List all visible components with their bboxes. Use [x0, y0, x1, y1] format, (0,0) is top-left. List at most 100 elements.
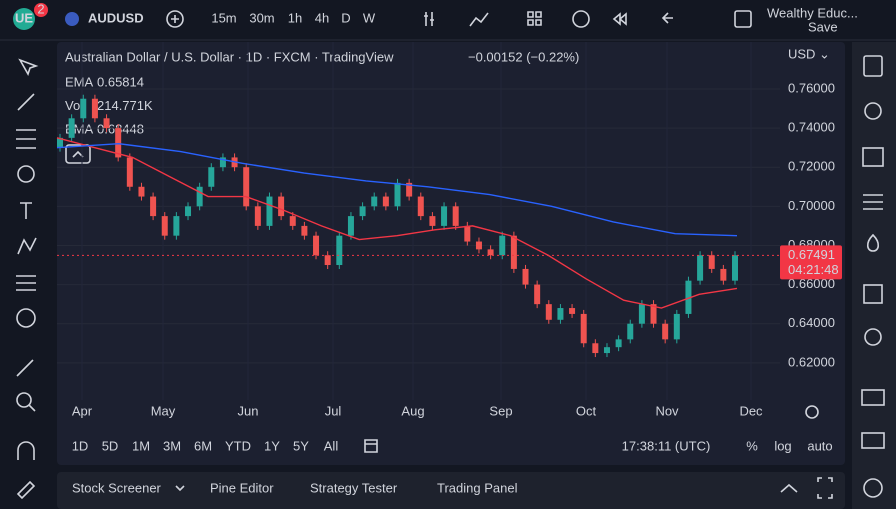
save: Save	[808, 19, 838, 34]
interval[interactable]: D	[341, 10, 350, 25]
candle	[510, 235, 517, 269]
y-tick-label: 0.66000	[788, 276, 835, 291]
candle	[650, 304, 657, 324]
panel-tab[interactable]: Trading Panel	[437, 480, 518, 495]
candle	[57, 137, 63, 148]
x-tick-label: Apr	[72, 403, 93, 418]
percent[interactable]: %	[746, 438, 758, 453]
candle	[150, 196, 157, 217]
indicator-value: 214.771K	[97, 98, 153, 113]
candle	[475, 241, 482, 250]
indicator-name: EMA	[65, 74, 94, 89]
clock: 17:38:11 (UTC)	[622, 438, 711, 453]
candle	[732, 255, 738, 281]
x-tick-label: Nov	[655, 403, 679, 418]
range[interactable]: YTD	[225, 438, 251, 453]
badge-dot	[34, 3, 48, 17]
candle	[452, 206, 459, 226]
candle	[185, 206, 192, 217]
panel-tab[interactable]: Strategy Tester	[310, 480, 398, 495]
candle	[557, 308, 564, 320]
candle	[522, 268, 529, 285]
candle	[394, 182, 401, 207]
range[interactable]: 6M	[194, 438, 212, 453]
candle	[662, 323, 669, 340]
candle	[441, 206, 448, 226]
candle	[545, 304, 552, 320]
y-tick-label: 0.72000	[788, 159, 835, 174]
log[interactable]: log	[774, 438, 791, 453]
candle	[371, 196, 378, 207]
candle	[347, 216, 354, 236]
range[interactable]: 1D	[72, 438, 89, 453]
candle	[673, 313, 680, 340]
candle	[464, 225, 471, 242]
candle	[382, 196, 389, 207]
candle	[499, 235, 506, 256]
ema-line	[56, 143, 738, 237]
interval[interactable]: 4h	[315, 10, 329, 25]
countdown: 04:21:48	[788, 262, 839, 277]
candle	[138, 186, 145, 197]
candle	[615, 339, 622, 348]
candle	[208, 167, 215, 187]
candle	[406, 182, 413, 197]
range[interactable]: 1Y	[264, 438, 280, 453]
x-tick-label: Jul	[325, 403, 342, 418]
range[interactable]: 1M	[132, 438, 150, 453]
x-tick-label: Aug	[401, 403, 424, 418]
y-tick-label: 0.62000	[788, 354, 835, 369]
interval[interactable]: 15m	[211, 10, 236, 25]
range[interactable]: 5Y	[293, 438, 309, 453]
account[interactable]: Wealthy Educ...	[767, 5, 858, 20]
candle	[638, 304, 645, 324]
range[interactable]: All	[324, 438, 339, 453]
flag-icon	[65, 12, 79, 26]
panel-tab[interactable]: Pine Editor	[210, 480, 274, 495]
symbol[interactable]: AUDUSD	[88, 10, 144, 25]
x-tick-label: May	[151, 403, 176, 418]
candle	[301, 225, 308, 236]
range[interactable]: 5D	[102, 438, 119, 453]
candle	[592, 343, 599, 354]
candle	[580, 313, 587, 344]
interval[interactable]: 30m	[249, 10, 274, 25]
candle	[534, 284, 541, 305]
candle	[569, 308, 576, 314]
indicator-value: 0.65814	[97, 74, 144, 89]
y-tick-label: 0.76000	[788, 80, 835, 95]
candle	[627, 323, 634, 340]
candle	[324, 255, 331, 266]
logo[interactable]	[13, 8, 35, 30]
candle	[91, 98, 98, 119]
price-tag	[780, 245, 842, 280]
right-toolbar	[852, 42, 896, 509]
y-tick-label: 0.70000	[788, 198, 835, 213]
chart-panel	[57, 42, 845, 465]
interval[interactable]: 1h	[288, 10, 302, 25]
candle	[336, 235, 343, 266]
candle	[487, 249, 494, 256]
x-tick-label: Oct	[576, 403, 597, 418]
icons	[16, 10, 885, 500]
auto[interactable]: auto	[807, 438, 832, 453]
candle	[254, 206, 261, 226]
interval[interactable]: W	[363, 10, 376, 25]
badge: 2	[37, 1, 44, 16]
logo-text[interactable]: UE	[15, 10, 33, 25]
ema-line	[56, 137, 738, 309]
candle	[243, 167, 250, 207]
panel-tab[interactable]: Stock Screener	[72, 480, 162, 495]
x-tick-label: Jun	[238, 403, 259, 418]
candle	[603, 347, 610, 354]
candle	[359, 206, 366, 217]
candle	[289, 216, 296, 226]
x-tick-label: Dec	[739, 403, 763, 418]
candle	[266, 196, 273, 226]
candle	[417, 196, 424, 217]
range[interactable]: 3M	[163, 438, 181, 453]
candle	[173, 216, 180, 236]
change: −0.00152 (−0.22%)	[468, 49, 579, 64]
chart-title: Australian Dollar / U.S. Dollar · 1D · F…	[65, 49, 394, 64]
